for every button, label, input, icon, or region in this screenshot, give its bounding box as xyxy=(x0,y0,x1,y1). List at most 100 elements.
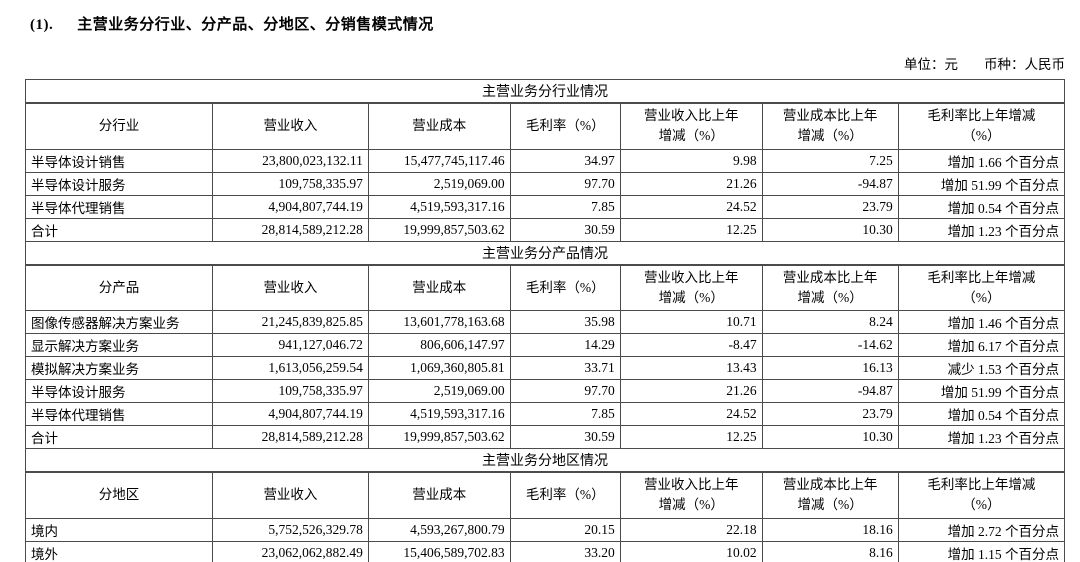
product-header-row: 分产品 营业收入 营业成本 毛利率（%） 营业收入比上年 增减（%） 营业成本比上… xyxy=(24,264,1066,311)
cell-revenue: 28,814,589,212.28 xyxy=(212,217,369,242)
cell-gross-margin: 7.85 xyxy=(509,402,621,426)
cell-gross-margin: 97.70 xyxy=(509,379,621,403)
cell-margin-change: 增加 51.99 个百分点 xyxy=(897,171,1066,196)
product-section: 主营业务分产品情况 分产品 营业收入 营业成本 毛利率（%） 营业收入比上年 增减… xyxy=(24,240,1066,449)
cell-revenue-change: 12.25 xyxy=(619,425,763,449)
cell-gross-margin: 30.59 xyxy=(509,217,621,242)
col-header-category: 分产品 xyxy=(24,264,214,311)
cell-cost-change: 10.30 xyxy=(761,217,899,242)
table-row: 半导体设计服务 109,758,335.97 2,519,069.00 97.7… xyxy=(24,379,1066,403)
col-header-revenue-change: 营业收入比上年 增减（%） xyxy=(619,264,763,311)
cell-revenue-change: 9.98 xyxy=(619,148,763,173)
cell-revenue-change: 21.26 xyxy=(619,171,763,196)
section-title-row: 主营业务分地区情况 xyxy=(25,448,1065,473)
unit-note: 单位：元 币种：人民币 xyxy=(25,53,1065,73)
cell-cost-change: 10.30 xyxy=(761,425,899,449)
section-title-industry: 主营业务分行业情况 xyxy=(25,79,1065,104)
col-header-margin-change: 毛利率比上年增减 （%） xyxy=(897,264,1066,311)
section-title-row: 主营业务分产品情况 xyxy=(25,240,1065,266)
col-header-margin-change: 毛利率比上年增减 （%） xyxy=(897,102,1066,150)
cell-margin-change: 增加 6.17 个百分点 xyxy=(897,333,1066,357)
cell-cost: 1,069,360,805.81 xyxy=(367,356,511,380)
industry-header-row: 分行业 营业收入 营业成本 毛利率（%） 营业收入比上年 增减（%） 营业成本比上… xyxy=(24,102,1066,150)
cell-category: 半导体设计服务 xyxy=(24,379,214,403)
cell-revenue-change: 24.52 xyxy=(619,402,763,426)
cell-gross-margin: 34.97 xyxy=(509,148,621,173)
cell-category: 半导体设计服务 xyxy=(24,171,214,196)
table-row: 半导体代理销售 4,904,807,744.19 4,519,593,317.1… xyxy=(24,402,1066,426)
cell-cost: 19,999,857,503.62 xyxy=(367,425,511,449)
table-row: 半导体设计销售 23,800,023,132.11 15,477,745,117… xyxy=(24,148,1066,173)
cell-revenue: 28,814,589,212.28 xyxy=(212,425,369,449)
industry-section: 主营业务分行业情况 分行业 营业收入 营业成本 毛利率（%） 营业收入比上年 增减… xyxy=(24,79,1066,242)
col-header-cost-change: 营业成本比上年 增减（%） xyxy=(761,264,899,311)
col-header-cost-change: 营业成本比上年 增减（%） xyxy=(761,471,899,519)
cell-category: 半导体代理销售 xyxy=(24,194,214,219)
cell-revenue: 4,904,807,744.19 xyxy=(212,402,369,426)
col-header-category: 分地区 xyxy=(24,471,214,519)
cell-category: 境内 xyxy=(24,517,214,542)
section-title-product: 主营业务分产品情况 xyxy=(25,240,1065,266)
cell-revenue: 4,904,807,744.19 xyxy=(212,194,369,219)
cell-gross-margin: 30.59 xyxy=(509,425,621,449)
region-section: 主营业务分地区情况 分地区 营业收入 营业成本 毛利率（%） 营业收入比上年 增减… xyxy=(24,448,1066,562)
cell-margin-change: 增加 1.66 个百分点 xyxy=(897,148,1066,173)
cell-revenue-change: 10.02 xyxy=(619,540,763,562)
cell-margin-change: 减少 1.53 个百分点 xyxy=(897,356,1066,380)
table-row: 境外 23,062,062,882.49 15,406,589,702.83 3… xyxy=(24,540,1066,562)
cell-cost: 15,406,589,702.83 xyxy=(367,540,511,562)
currency-label: 币种：人民币 xyxy=(984,57,1065,72)
cell-cost: 15,477,745,117.46 xyxy=(367,148,511,173)
heading-text: 主营业务分行业、分产品、分地区、分销售模式情况 xyxy=(77,17,434,33)
col-header-revenue: 营业收入 xyxy=(212,264,369,311)
unit-label: 单位：元 xyxy=(904,57,958,72)
cell-cost-change: -94.87 xyxy=(761,379,899,403)
cell-cost: 4,593,267,800.79 xyxy=(367,517,511,542)
cell-margin-change: 增加 0.54 个百分点 xyxy=(897,402,1066,426)
cell-category: 图像传感器解决方案业务 xyxy=(24,310,214,334)
col-header-cost: 营业成本 xyxy=(367,264,511,311)
cell-cost: 806,606,147.97 xyxy=(367,333,511,357)
cell-cost: 4,519,593,317.16 xyxy=(367,194,511,219)
cell-category: 合计 xyxy=(24,425,214,449)
cell-cost-change: 23.79 xyxy=(761,402,899,426)
cell-gross-margin: 14.29 xyxy=(509,333,621,357)
col-header-cost-change: 营业成本比上年 增减（%） xyxy=(761,102,899,150)
cell-gross-margin: 33.20 xyxy=(509,540,621,562)
cell-category: 境外 xyxy=(24,540,214,562)
col-header-revenue: 营业收入 xyxy=(212,102,369,150)
cell-revenue: 5,752,526,329.78 xyxy=(212,517,369,542)
cell-revenue: 109,758,335.97 xyxy=(212,379,369,403)
table-row: 图像传感器解决方案业务 21,245,839,825.85 13,601,778… xyxy=(24,310,1066,334)
cell-cost: 2,519,069.00 xyxy=(367,171,511,196)
cell-margin-change: 增加 0.54 个百分点 xyxy=(897,194,1066,219)
cell-revenue: 941,127,046.72 xyxy=(212,333,369,357)
cell-margin-change: 增加 1.15 个百分点 xyxy=(897,540,1066,562)
col-header-revenue: 营业收入 xyxy=(212,471,369,519)
cell-cost-change: -94.87 xyxy=(761,171,899,196)
table-row: 半导体设计服务 109,758,335.97 2,519,069.00 97.7… xyxy=(24,171,1066,196)
cell-cost-change: 8.16 xyxy=(761,540,899,562)
cell-margin-change: 增加 1.46 个百分点 xyxy=(897,310,1066,334)
cell-revenue-change: 10.71 xyxy=(619,310,763,334)
cell-cost: 2,519,069.00 xyxy=(367,379,511,403)
cell-cost-change: 16.13 xyxy=(761,356,899,380)
cell-category: 半导体代理销售 xyxy=(24,402,214,426)
cell-margin-change: 增加 1.23 个百分点 xyxy=(897,217,1066,242)
cell-cost: 4,519,593,317.16 xyxy=(367,402,511,426)
cell-cost-change: 23.79 xyxy=(761,194,899,219)
page-title: (1). 主营业务分行业、分产品、分地区、分销售模式情况 xyxy=(30,13,1080,34)
table-row: 显示解决方案业务 941,127,046.72 806,606,147.97 1… xyxy=(24,333,1066,357)
cell-cost: 19,999,857,503.62 xyxy=(367,217,511,242)
cell-revenue: 23,800,023,132.11 xyxy=(212,148,369,173)
cell-revenue-change: 12.25 xyxy=(619,217,763,242)
cell-cost: 13,601,778,163.68 xyxy=(367,310,511,334)
cell-gross-margin: 97.70 xyxy=(509,171,621,196)
cell-revenue: 23,062,062,882.49 xyxy=(212,540,369,562)
table-row: 半导体代理销售 4,904,807,744.19 4,519,593,317.1… xyxy=(24,194,1066,219)
cell-revenue-change: 13.43 xyxy=(619,356,763,380)
cell-revenue: 1,613,056,259.54 xyxy=(212,356,369,380)
col-header-revenue-change: 营业收入比上年 增减（%） xyxy=(619,471,763,519)
cell-cost-change: 8.24 xyxy=(761,310,899,334)
col-header-revenue-change: 营业收入比上年 增减（%） xyxy=(619,102,763,150)
